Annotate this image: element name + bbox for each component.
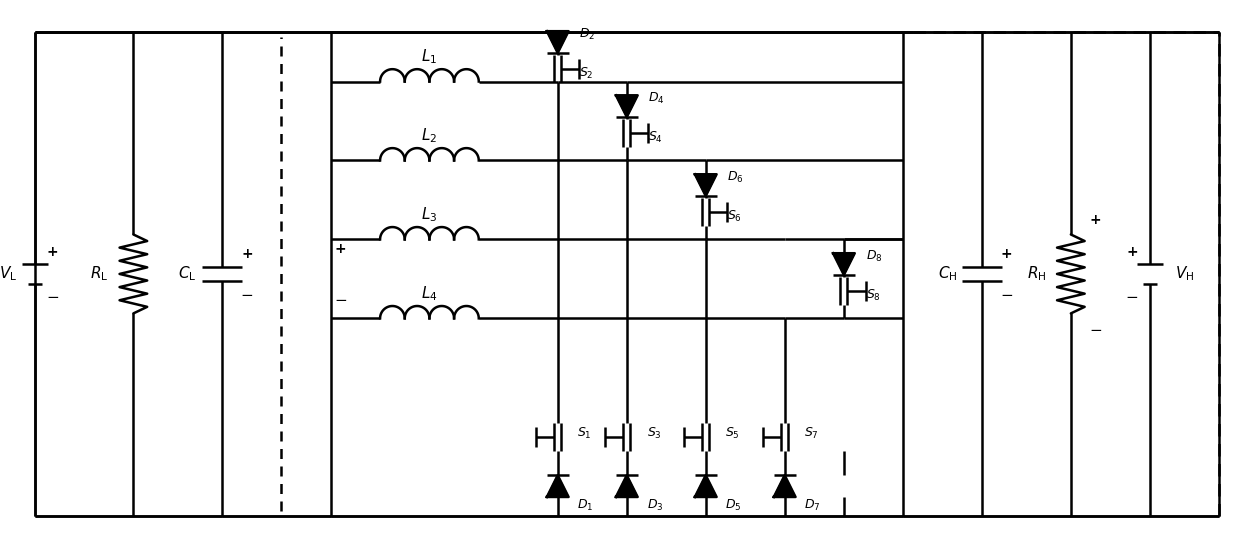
Polygon shape [616,95,637,117]
Text: $D_2$: $D_2$ [579,26,595,42]
Text: $S_8$: $S_8$ [866,288,880,303]
Polygon shape [694,174,717,196]
Text: $V_\mathrm{H}$: $V_\mathrm{H}$ [1174,265,1194,284]
Polygon shape [833,253,854,275]
Polygon shape [616,475,637,497]
Polygon shape [774,475,796,497]
Text: $D_4$: $D_4$ [649,91,665,106]
Text: $S_1$: $S_1$ [578,426,593,441]
Text: $L_2$: $L_2$ [422,127,438,145]
Text: $L_1$: $L_1$ [422,47,438,66]
Text: $C_\mathrm{H}$: $C_\mathrm{H}$ [937,265,957,284]
Text: $-$: $-$ [1089,321,1102,336]
Text: $-$: $-$ [241,286,253,301]
Text: $S_6$: $S_6$ [728,209,743,224]
Text: $-$: $-$ [1001,286,1013,301]
Text: +: + [1126,245,1138,259]
Text: +: + [241,247,253,261]
Text: $-$: $-$ [46,288,60,303]
Text: $S_3$: $S_3$ [646,426,661,441]
Text: $R_\mathrm{H}$: $R_\mathrm{H}$ [1027,265,1047,284]
Text: $D_7$: $D_7$ [805,498,821,513]
Text: +: + [1001,247,1013,261]
Text: $D_5$: $D_5$ [725,498,742,513]
Text: $-$: $-$ [1126,288,1138,303]
Text: $D_8$: $D_8$ [866,248,882,264]
Text: $L_4$: $L_4$ [422,285,438,303]
Text: $D_3$: $D_3$ [646,498,663,513]
Polygon shape [694,475,717,497]
Text: $-$: $-$ [334,291,347,306]
Text: $C_\mathrm{L}$: $C_\mathrm{L}$ [179,265,197,284]
Text: $S_5$: $S_5$ [725,426,740,441]
Text: $L_3$: $L_3$ [422,205,438,224]
Text: $D_1$: $D_1$ [578,498,594,513]
Text: +: + [335,242,346,256]
Text: +: + [47,245,58,259]
Text: $V_\mathrm{L}$: $V_\mathrm{L}$ [0,265,17,284]
Text: $S_7$: $S_7$ [805,426,820,441]
Polygon shape [547,31,569,53]
Text: +: + [1090,213,1101,227]
Polygon shape [547,475,569,497]
Text: $S_2$: $S_2$ [579,66,594,81]
Text: $S_4$: $S_4$ [649,130,663,146]
Text: $R_\mathrm{L}$: $R_\mathrm{L}$ [89,265,108,284]
Text: $D_6$: $D_6$ [728,170,744,185]
